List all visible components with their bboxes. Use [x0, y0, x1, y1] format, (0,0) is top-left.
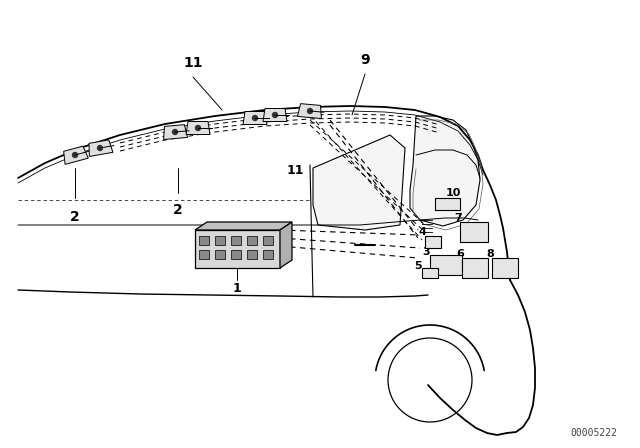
FancyBboxPatch shape [199, 236, 209, 245]
Polygon shape [186, 121, 210, 134]
Polygon shape [89, 140, 113, 156]
FancyBboxPatch shape [435, 198, 460, 210]
FancyBboxPatch shape [247, 236, 257, 245]
FancyBboxPatch shape [422, 268, 438, 278]
Text: 7: 7 [454, 213, 462, 223]
Text: 6: 6 [456, 249, 464, 259]
FancyBboxPatch shape [231, 250, 241, 259]
Polygon shape [195, 222, 292, 230]
FancyBboxPatch shape [492, 258, 518, 278]
Polygon shape [243, 112, 267, 125]
Text: 2: 2 [173, 203, 183, 217]
Text: 4: 4 [418, 227, 426, 237]
FancyBboxPatch shape [231, 236, 241, 245]
Circle shape [307, 108, 312, 113]
FancyBboxPatch shape [425, 236, 441, 248]
Text: 11: 11 [183, 56, 203, 70]
Polygon shape [263, 108, 287, 121]
Polygon shape [164, 125, 188, 139]
FancyBboxPatch shape [462, 258, 488, 278]
Circle shape [72, 152, 77, 158]
Polygon shape [63, 146, 88, 164]
Text: 5: 5 [414, 261, 422, 271]
Text: 8: 8 [486, 249, 494, 259]
Polygon shape [410, 116, 480, 226]
Polygon shape [280, 222, 292, 268]
Circle shape [97, 146, 102, 151]
FancyBboxPatch shape [195, 230, 280, 268]
Text: 1: 1 [232, 281, 241, 294]
FancyBboxPatch shape [215, 250, 225, 259]
Text: 3: 3 [422, 247, 430, 257]
FancyBboxPatch shape [199, 250, 209, 259]
Circle shape [195, 125, 200, 130]
Text: 9: 9 [360, 53, 370, 67]
FancyBboxPatch shape [263, 236, 273, 245]
FancyBboxPatch shape [247, 250, 257, 259]
Text: 10: 10 [445, 188, 461, 198]
FancyBboxPatch shape [215, 236, 225, 245]
FancyBboxPatch shape [430, 255, 462, 275]
Polygon shape [298, 103, 321, 119]
Circle shape [273, 112, 278, 117]
Text: 11: 11 [286, 164, 304, 177]
Circle shape [253, 116, 257, 121]
FancyBboxPatch shape [460, 222, 488, 242]
Text: 00005222: 00005222 [570, 428, 617, 438]
FancyBboxPatch shape [263, 250, 273, 259]
Polygon shape [313, 135, 405, 230]
Circle shape [173, 129, 177, 134]
Text: 2: 2 [70, 210, 80, 224]
